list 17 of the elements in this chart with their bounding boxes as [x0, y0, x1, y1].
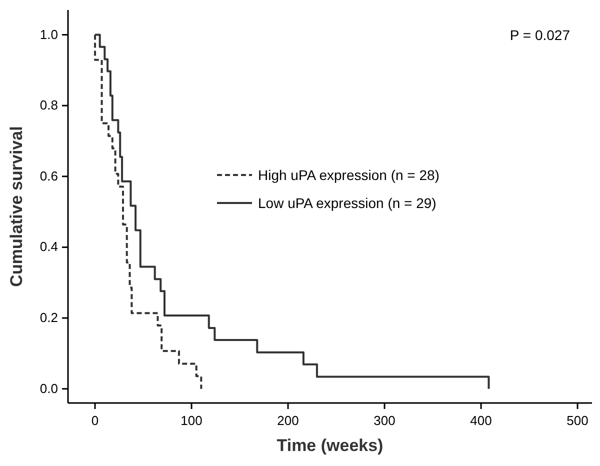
y-axis-title: Cumulative survival: [7, 126, 26, 287]
y-tick-label: 0.4: [40, 239, 58, 254]
x-tick-label: 0: [91, 413, 99, 428]
x-tick-label: 100: [180, 413, 202, 428]
x-tick-label: 400: [470, 413, 492, 428]
x-tick-label: 200: [277, 413, 299, 428]
legend-label: High uPA expression (n = 28): [258, 167, 440, 183]
y-tick-label: 0.6: [40, 168, 58, 184]
y-tick-label: 0.8: [40, 98, 58, 113]
y-tick-label: 0.2: [40, 310, 58, 326]
y-tick-label: 1.0: [40, 26, 58, 42]
x-tick-label: 300: [374, 413, 396, 428]
y-tick-label: 0.0: [40, 380, 58, 396]
annotation: P = 0.027: [510, 27, 570, 43]
x-tick-label: 500: [566, 413, 588, 428]
x-axis-title: Time (weeks): [276, 436, 384, 455]
legend-label: Low uPA expression (n = 29): [258, 195, 436, 211]
